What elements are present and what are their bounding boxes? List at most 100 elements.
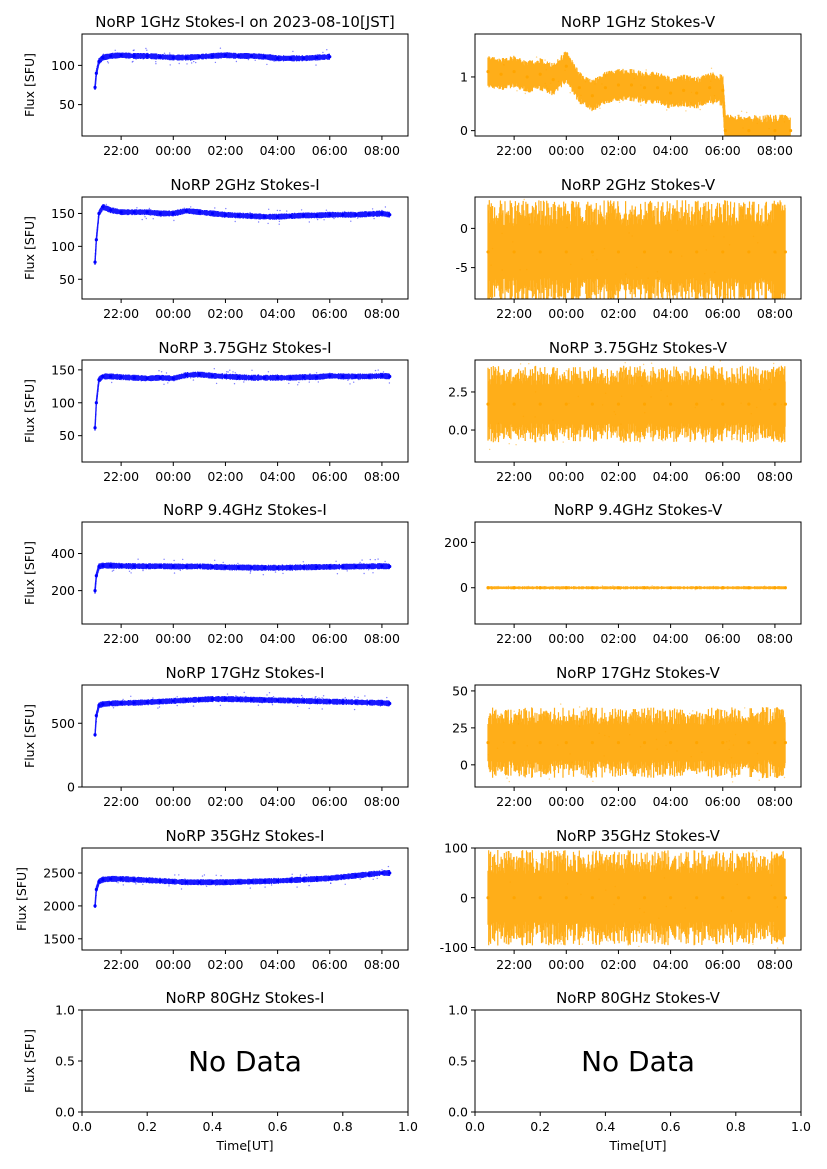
- outlier-point: [226, 693, 229, 695]
- outlier-point: [173, 559, 175, 562]
- outlier-point: [226, 371, 228, 373]
- outlier-point: [146, 49, 148, 51]
- outlier-point: [766, 587, 768, 589]
- outlier-point: [726, 741, 728, 743]
- outlier-point: [639, 746, 642, 748]
- outlier-point: [274, 58, 276, 60]
- outlier-point: [713, 587, 715, 589]
- outlier-point: [297, 705, 299, 708]
- outlier-point: [155, 63, 157, 65]
- outlier-point: [507, 585, 510, 587]
- outlier-point: [660, 389, 662, 391]
- subplot-p3i: 22:00 00:00 02:00 04:00 06:00 08:00 50 100 150 No…: [22, 339, 409, 484]
- x-tick-label: 02:00: [600, 306, 636, 321]
- outlier-point: [569, 753, 571, 755]
- outlier-point: [736, 883, 738, 886]
- outlier-point: [648, 588, 650, 590]
- outlier-point: [544, 586, 546, 588]
- outlier-point: [665, 905, 667, 908]
- outlier-point: [94, 582, 97, 585]
- subplot-p2v: 22:00 00:00 02:00 04:00 06:00 08:00 -5 0 NoRP 2G…: [456, 176, 802, 321]
- subplot-p1i: 22:00 00:00 02:00 04:00 06:00 08:00 50 100 NoRP …: [22, 13, 409, 158]
- outlier-point: [580, 893, 582, 896]
- outlier-point: [542, 925, 544, 928]
- outlier-point: [746, 111, 748, 114]
- outlier-point: [491, 247, 494, 250]
- axes-frame: [474, 33, 802, 137]
- outlier-point: [516, 90, 518, 92]
- outlier-point: [208, 210, 210, 213]
- outlier-point: [353, 708, 356, 711]
- x-tick-label: 08:00: [364, 631, 400, 646]
- outlier-point: [254, 59, 256, 61]
- outlier-point: [208, 57, 210, 59]
- outlier-point: [260, 879, 262, 881]
- outlier-point: [545, 69, 547, 71]
- outlier-point: [205, 374, 207, 376]
- outlier-point: [750, 413, 752, 415]
- outlier-point: [535, 585, 538, 588]
- outlier-point: [128, 881, 130, 883]
- outlier-point: [533, 63, 535, 65]
- outlier-point: [590, 315, 591, 316]
- outlier-point: [662, 440, 664, 442]
- x-tick-label: 0.2: [137, 1119, 157, 1134]
- outlier-point: [513, 710, 515, 712]
- subplot-title: NoRP 9.4GHz Stokes-V: [554, 501, 723, 519]
- outlier-point: [168, 885, 170, 887]
- x-tick-label: 00:00: [155, 143, 191, 158]
- outlier-point: [106, 61, 109, 63]
- outlier-point: [690, 102, 692, 104]
- outlier-point: [158, 370, 160, 372]
- outlier-point: [195, 880, 198, 883]
- plot-area: [486, 703, 787, 783]
- outlier-point: [733, 840, 734, 841]
- outlier-point: [357, 696, 359, 699]
- x-tick-label: 02:00: [207, 306, 243, 321]
- x-tick-label: 0.0: [465, 1119, 485, 1134]
- outlier-point: [534, 416, 536, 418]
- outlier-point: [650, 396, 652, 398]
- axes-frame: [474, 684, 802, 788]
- x-tick-label: 04:00: [653, 306, 689, 321]
- outlier-point: [371, 208, 374, 210]
- outlier-point: [133, 53, 135, 55]
- outlier-point: [751, 137, 752, 138]
- x-tick-label: 06:00: [705, 794, 741, 809]
- outlier-point: [663, 288, 665, 291]
- outlier-point: [601, 83, 603, 85]
- outlier-point: [208, 56, 210, 58]
- x-axis-label: Time[UT]: [215, 1138, 273, 1153]
- outlier-point: [388, 382, 391, 384]
- x-tick-label: 08:00: [757, 957, 793, 972]
- outlier-point: [270, 698, 273, 700]
- subplot-p6i: 22:00 00:00 02:00 04:00 06:00 08:00 1500 2000 25…: [14, 827, 409, 972]
- x-tick-label: 00:00: [548, 794, 584, 809]
- outlier-point: [379, 563, 381, 565]
- outlier-point: [249, 211, 251, 214]
- outlier-point: [618, 101, 621, 104]
- outlier-point: [604, 734, 606, 737]
- x-tick-label: 00:00: [548, 631, 584, 646]
- subplot-title: NoRP 35GHz Stokes-V: [556, 827, 721, 845]
- outlier-point: [757, 242, 759, 244]
- outlier-point: [107, 62, 110, 64]
- y-tick-label: 1: [460, 69, 468, 84]
- outlier-point: [713, 585, 715, 588]
- outlier-point: [233, 383, 236, 385]
- outlier-point: [157, 56, 159, 58]
- outlier-point: [695, 279, 698, 281]
- outlier-point: [117, 882, 119, 884]
- outlier-point: [233, 54, 235, 57]
- outlier-point: [364, 211, 367, 213]
- y-tick-label: 2000: [43, 898, 75, 913]
- outlier-point: [306, 569, 308, 571]
- outlier-point: [698, 585, 700, 588]
- outlier-point: [321, 708, 323, 710]
- outlier-point: [224, 216, 226, 218]
- outlier-point: [211, 565, 214, 567]
- x-tick-label: 0.0: [72, 1119, 92, 1134]
- x-tick-label: 06:00: [312, 143, 348, 158]
- outlier-point: [639, 72, 641, 75]
- outlier-point: [239, 881, 242, 884]
